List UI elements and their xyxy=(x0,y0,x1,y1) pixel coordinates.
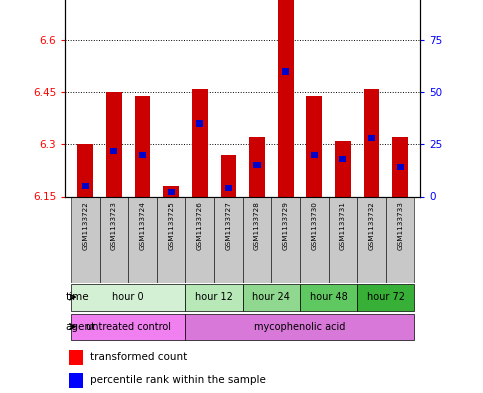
Text: GSM1133733: GSM1133733 xyxy=(397,201,403,250)
Bar xyxy=(99,196,128,283)
Bar xyxy=(185,314,414,340)
Bar xyxy=(392,138,408,196)
Text: hour 0: hour 0 xyxy=(113,292,144,302)
Bar xyxy=(300,196,328,283)
Bar xyxy=(168,189,175,195)
Text: GSM1133728: GSM1133728 xyxy=(254,201,260,250)
Bar xyxy=(243,196,271,283)
Bar xyxy=(386,196,414,283)
Bar xyxy=(82,183,89,189)
Bar xyxy=(71,314,185,340)
Bar xyxy=(368,135,375,141)
Text: transformed count: transformed count xyxy=(90,352,187,362)
Bar xyxy=(397,164,404,171)
Text: hour 12: hour 12 xyxy=(195,292,233,302)
Text: GSM1133726: GSM1133726 xyxy=(197,201,203,250)
Bar xyxy=(225,185,232,191)
Bar xyxy=(364,89,380,196)
Text: percentile rank within the sample: percentile rank within the sample xyxy=(90,375,266,385)
Bar xyxy=(214,196,243,283)
Bar xyxy=(243,285,300,311)
Bar xyxy=(69,373,83,388)
Bar xyxy=(139,152,146,158)
Text: untreated control: untreated control xyxy=(85,321,170,332)
Bar xyxy=(271,196,300,283)
Bar xyxy=(254,162,260,168)
Bar xyxy=(306,96,322,196)
Text: GSM1133731: GSM1133731 xyxy=(340,201,346,250)
Bar xyxy=(71,285,185,311)
Bar xyxy=(69,350,83,365)
Bar xyxy=(185,285,243,311)
Bar xyxy=(221,155,236,196)
Text: GSM1133723: GSM1133723 xyxy=(111,201,117,250)
Bar xyxy=(340,156,346,162)
Bar xyxy=(185,196,214,283)
Text: GSM1133727: GSM1133727 xyxy=(226,201,231,250)
Bar xyxy=(163,186,179,196)
Text: hour 48: hour 48 xyxy=(310,292,347,302)
Text: time: time xyxy=(66,292,89,302)
Bar xyxy=(128,196,157,283)
Bar xyxy=(282,68,289,75)
Bar xyxy=(328,196,357,283)
Bar xyxy=(192,89,208,196)
Bar xyxy=(357,196,386,283)
Bar xyxy=(335,141,351,196)
Bar xyxy=(249,138,265,196)
Text: mycophenolic acid: mycophenolic acid xyxy=(254,321,346,332)
Bar xyxy=(300,285,357,311)
Bar xyxy=(311,152,318,158)
Bar xyxy=(77,145,93,196)
Text: hour 24: hour 24 xyxy=(253,292,290,302)
Bar xyxy=(357,285,414,311)
Text: GSM1133725: GSM1133725 xyxy=(168,201,174,250)
Bar xyxy=(110,147,117,154)
Bar xyxy=(157,196,185,283)
Bar xyxy=(106,92,122,196)
Text: GSM1133729: GSM1133729 xyxy=(283,201,289,250)
Bar xyxy=(278,0,294,196)
Text: GSM1133732: GSM1133732 xyxy=(369,201,374,250)
Text: agent: agent xyxy=(66,321,96,332)
Text: GSM1133730: GSM1133730 xyxy=(311,201,317,250)
Bar xyxy=(135,96,150,196)
Text: GSM1133722: GSM1133722 xyxy=(82,201,88,250)
Text: GSM1133724: GSM1133724 xyxy=(140,201,145,250)
Bar xyxy=(196,121,203,127)
Text: hour 72: hour 72 xyxy=(367,292,405,302)
Bar xyxy=(71,196,99,283)
